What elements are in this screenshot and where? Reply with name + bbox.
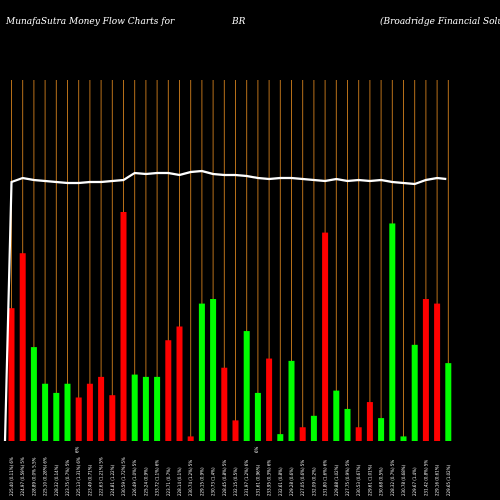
x-tick-label: 232.61 (0.8%) xyxy=(278,467,283,496)
bar xyxy=(19,253,26,441)
money-flow-line xyxy=(3,169,447,442)
bar xyxy=(434,303,441,441)
x-tick-label: 228.89 (0.0% 5.5% xyxy=(31,457,36,496)
bar xyxy=(400,436,407,441)
x-tick-label: 231.42 (0.8%) 5% xyxy=(423,460,428,496)
bar xyxy=(64,383,71,441)
bar xyxy=(288,360,295,441)
marker-label: 6% xyxy=(254,446,259,453)
bar xyxy=(254,392,261,441)
x-tick-label: 228.32 (0.14%) xyxy=(54,464,59,496)
x-tick-label: 230.59 (1.72%) 5% xyxy=(121,457,126,496)
bar xyxy=(30,347,37,441)
x-tick-label: 232.15 (0.5%) xyxy=(233,467,238,496)
bar xyxy=(221,367,228,441)
bar xyxy=(198,303,205,441)
marker-label: 6% xyxy=(75,446,80,453)
x-axis-labels: 225.40 (0.11%) 6% 224.97 (0.59%) 5% 228.89… xyxy=(9,446,451,496)
x-tick-label: 229.67 (1.4%) xyxy=(412,467,417,496)
x-tick-label: 231.80 (1.6%) 6% xyxy=(323,460,328,496)
bar xyxy=(176,326,183,441)
x-tick-label: 229.16 (0.61%) xyxy=(435,464,440,496)
x-tick-label: 223.49 (0.71%) xyxy=(87,464,92,496)
bar xyxy=(389,223,396,441)
x-tick-label: 225.13 (1.31%) 6% xyxy=(76,457,81,496)
x-tick-label: 230.68 (0.5%) xyxy=(379,467,384,496)
x-tick-label: 225.40 (0.11%) 6% xyxy=(9,457,14,496)
x-tick-label: 229.88 (1.02%) xyxy=(334,464,339,496)
x-tick-label: 228.32 (0.7%) 5% xyxy=(390,460,395,496)
bar xyxy=(142,376,149,441)
bar xyxy=(98,376,105,441)
x-tick-label: 231.61 (0.96%) xyxy=(255,464,260,496)
header-ticker: BR xyxy=(231,17,246,27)
bar xyxy=(366,402,373,441)
x-tick-label: 231.97 (1.2%) 6% xyxy=(244,460,249,496)
x-tick-label: 230.53 (0.67%) xyxy=(356,464,361,496)
x-tick-label: 228.45 (0.8%) 5% xyxy=(222,460,227,496)
x-tick-label: 225.10 (0.28%) 6% xyxy=(43,457,48,496)
bar xyxy=(109,395,116,441)
x-tick-label: 229.61 (1.01%) xyxy=(367,464,372,496)
header-right: (Broadridge Financial Solutions, xyxy=(380,16,500,27)
x-tick-label: 223.75 (0.7%) 5% xyxy=(65,460,70,496)
x-tick-label: 228.14 (0.1%) xyxy=(177,467,182,496)
x-tick-label: 233.95 (0.3%) 6% xyxy=(267,460,272,496)
x-tick-label: 224.97 (0.59%) 5% xyxy=(20,457,25,496)
bar xyxy=(243,331,250,441)
x-tick-label: 224.81 (1.22%) xyxy=(110,464,115,496)
bar xyxy=(53,392,60,441)
bar xyxy=(378,418,385,441)
bar xyxy=(344,408,351,441)
bar xyxy=(232,420,239,441)
bar xyxy=(299,427,306,441)
x-tick-label: 229.28 (0.6%) xyxy=(289,467,294,496)
x-tick-label: 222.63 (1.21%) 5% xyxy=(99,457,104,496)
bar xyxy=(445,363,452,441)
bar xyxy=(131,374,138,441)
bar xyxy=(8,308,15,441)
bar xyxy=(422,299,429,441)
x-tick-label: 225.24 (0.9%) xyxy=(143,467,148,496)
x-tick-label: 230.73 (1.4%) xyxy=(211,467,216,496)
x-tick-label: 230.74 (1.2%) 5% xyxy=(188,460,193,496)
x-tick-label: 233.72 (1.1%) 6% xyxy=(155,460,160,496)
x-tick-label: 227.75 (0.9%) 5% xyxy=(345,460,350,496)
bar xyxy=(165,340,172,441)
bar xyxy=(154,376,161,441)
bar xyxy=(75,397,82,441)
bars xyxy=(8,212,452,441)
x-tick-label: 226.49 (1.0%) 5% xyxy=(132,460,137,496)
bar xyxy=(322,232,329,441)
bar xyxy=(411,344,418,441)
x-tick-label: 232.09 (0.2%) xyxy=(311,467,316,496)
x-tick-label: 229.65 (1.02%) xyxy=(446,464,451,496)
bar xyxy=(210,299,217,441)
bar xyxy=(42,383,49,441)
x-tick-label: 223.71 (0.7%) xyxy=(166,467,171,496)
bar xyxy=(266,358,273,441)
bar xyxy=(120,212,127,441)
bar xyxy=(277,434,284,441)
x-tick-label: 229.15 (0.9%) xyxy=(199,467,204,496)
header-left: MunafaSutra Money Flow Charts for xyxy=(5,17,175,27)
bar xyxy=(333,390,340,441)
x-tick-label: 227.05 (0.6%) 5% xyxy=(300,460,305,496)
bar xyxy=(86,383,93,441)
x-tick-label: 230.78 (0.68%) xyxy=(401,464,406,496)
bar xyxy=(355,427,362,441)
bar xyxy=(187,436,194,441)
bar xyxy=(310,415,317,441)
